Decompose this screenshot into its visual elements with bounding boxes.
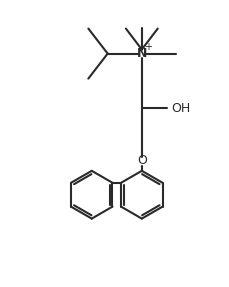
Text: N: N [137, 47, 147, 60]
Text: O: O [137, 154, 147, 167]
Text: OH: OH [171, 102, 191, 115]
Text: +: + [144, 42, 152, 52]
